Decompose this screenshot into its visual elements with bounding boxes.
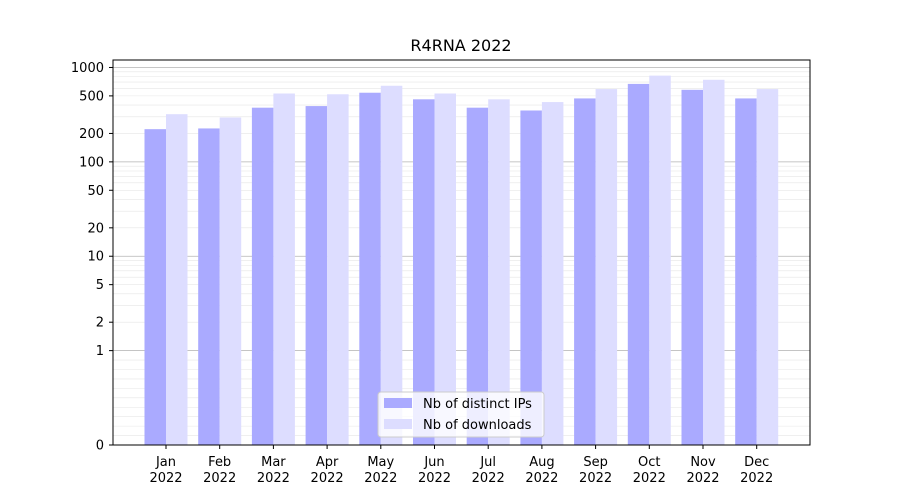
bar-downloads bbox=[166, 114, 188, 445]
bar-distinct-ips bbox=[144, 129, 166, 445]
x-tick-label-year: 2022 bbox=[203, 471, 236, 486]
x-tick-label-month: Feb bbox=[208, 455, 231, 470]
x-tick-label-month: Aug bbox=[529, 455, 554, 470]
bar-layer bbox=[144, 75, 779, 446]
y-tick-label: 0 bbox=[96, 439, 104, 454]
bar-downloads bbox=[219, 117, 242, 445]
bar-downloads bbox=[541, 102, 564, 445]
x-tick-label-month: Apr bbox=[316, 455, 339, 470]
x-tick-label-month: Jan bbox=[155, 455, 176, 470]
bar-downloads bbox=[756, 89, 779, 445]
legend-label: Nb of downloads bbox=[423, 418, 532, 433]
x-tick-label-year: 2022 bbox=[633, 471, 666, 486]
bar-distinct-ips bbox=[359, 92, 381, 446]
bar-downloads bbox=[703, 79, 725, 445]
y-tick-label: 100 bbox=[79, 155, 104, 170]
bar-downloads bbox=[649, 75, 671, 445]
x-tick-label-year: 2022 bbox=[740, 471, 773, 486]
axis-layer: Jan2022Feb2022Mar2022Apr2022May2022Jun20… bbox=[71, 61, 773, 486]
bar-distinct-ips bbox=[413, 99, 435, 446]
bar-distinct-ips bbox=[305, 106, 328, 445]
bar-distinct-ips bbox=[735, 98, 757, 446]
x-tick-label-month: Jun bbox=[423, 455, 444, 470]
x-tick-label-year: 2022 bbox=[149, 471, 182, 486]
legend-swatch bbox=[384, 419, 412, 429]
bar-downloads bbox=[380, 85, 403, 445]
y-tick-label: 5 bbox=[96, 278, 104, 293]
y-tick-label: 10 bbox=[87, 250, 104, 265]
x-tick-label-year: 2022 bbox=[364, 471, 397, 486]
x-tick-label-month: Jul bbox=[479, 455, 496, 470]
bar-downloads bbox=[595, 89, 618, 445]
bar-downloads bbox=[273, 93, 295, 445]
x-tick-label-year: 2022 bbox=[418, 471, 451, 486]
x-tick-label-year: 2022 bbox=[257, 471, 290, 486]
y-tick-label: 500 bbox=[79, 89, 104, 104]
chart-title: R4RNA 2022 bbox=[410, 36, 511, 55]
y-tick-label: 20 bbox=[87, 221, 104, 236]
y-tick-label: 50 bbox=[87, 184, 104, 199]
bar-distinct-ips bbox=[574, 98, 596, 446]
y-tick-label: 1000 bbox=[71, 61, 104, 76]
bar-distinct-ips bbox=[466, 107, 489, 445]
bar-downloads bbox=[488, 99, 510, 446]
bar-distinct-ips bbox=[681, 89, 703, 445]
x-tick-label-month: May bbox=[367, 455, 394, 470]
legend-swatch bbox=[384, 398, 412, 408]
bar-downloads bbox=[327, 94, 349, 445]
x-tick-label-year: 2022 bbox=[579, 471, 612, 486]
legend-box bbox=[377, 391, 545, 438]
legend-label: Nb of distinct IPs bbox=[423, 397, 532, 412]
x-tick-label-year: 2022 bbox=[472, 471, 505, 486]
legend: Nb of distinct IPs Nb of downloads bbox=[377, 391, 545, 438]
x-tick-label-year: 2022 bbox=[311, 471, 344, 486]
x-tick-label-month: Sep bbox=[583, 455, 608, 470]
x-tick-label-month: Dec bbox=[744, 455, 769, 470]
y-tick-label: 1 bbox=[96, 344, 104, 359]
y-tick-label: 2 bbox=[96, 316, 104, 331]
y-tick-label: 200 bbox=[79, 127, 104, 142]
bar-downloads bbox=[434, 93, 456, 445]
x-tick-label-year: 2022 bbox=[525, 471, 558, 486]
x-tick-label-year: 2022 bbox=[686, 471, 719, 486]
bar-distinct-ips bbox=[251, 107, 274, 445]
x-tick-label-month: Mar bbox=[261, 455, 286, 470]
x-tick-label-month: Oct bbox=[638, 455, 660, 470]
plot-frame bbox=[112, 59, 811, 446]
x-tick-label-month: Nov bbox=[690, 455, 716, 470]
bar-distinct-ips bbox=[520, 110, 542, 445]
bar-distinct-ips bbox=[198, 128, 220, 445]
bar-distinct-ips bbox=[627, 83, 650, 445]
